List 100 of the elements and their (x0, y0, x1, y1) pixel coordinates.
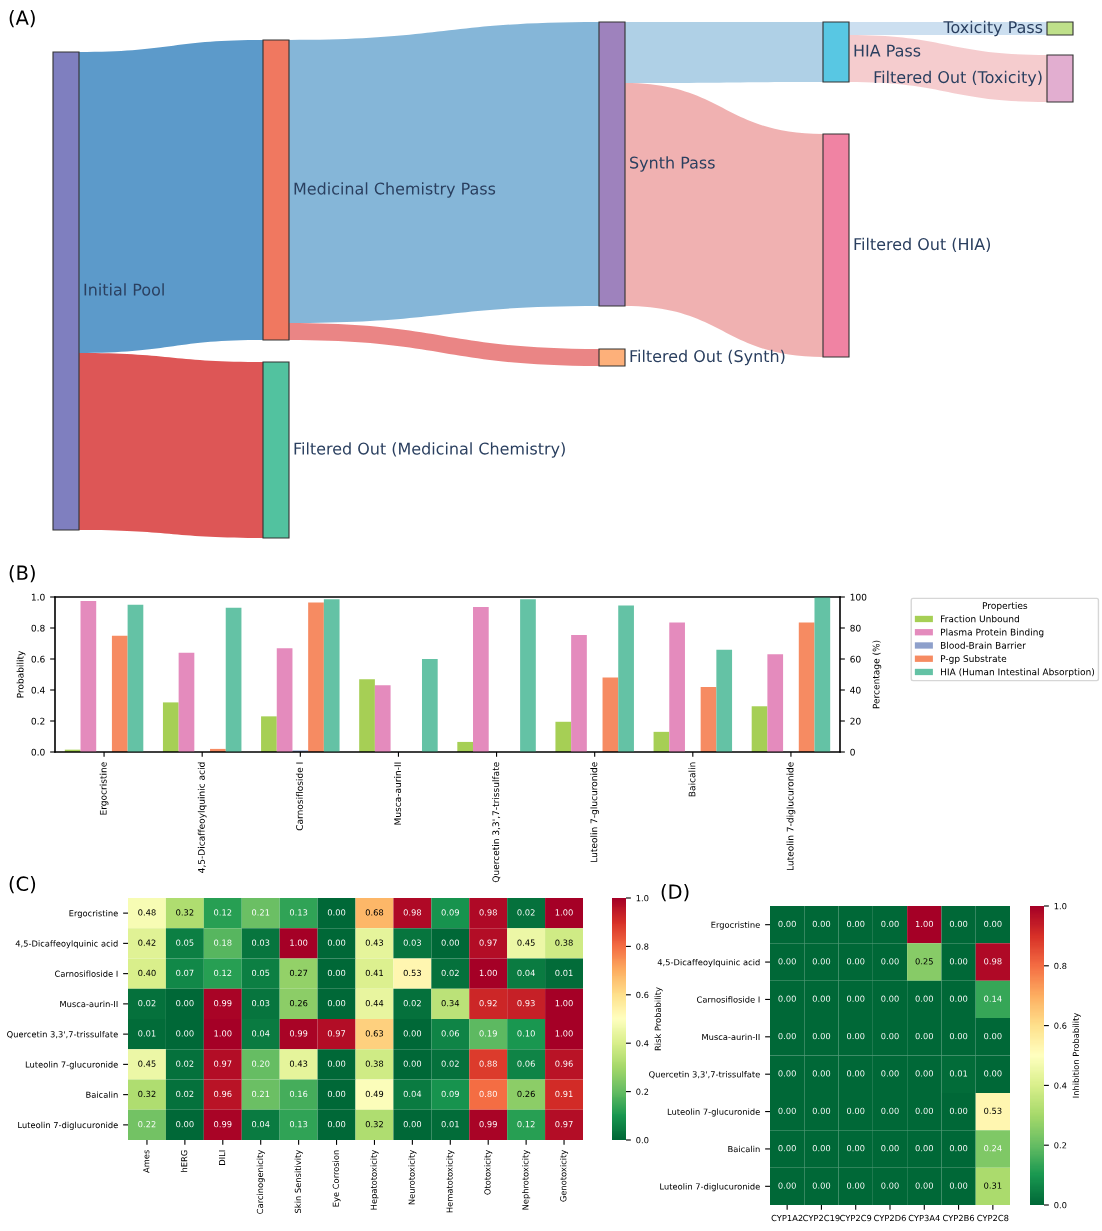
data-label: 0.68 (365, 909, 384, 916)
data-label: 0.41 (365, 969, 383, 977)
data-label: 0.01 (555, 969, 573, 977)
data-label: 0.99 (214, 999, 232, 1007)
y-tick-label: 0.0 (31, 748, 45, 756)
data-label: 0.06 (517, 1060, 535, 1067)
y-tick-label: Carnosifloside I (54, 970, 118, 977)
data-label: 0.00 (846, 1182, 865, 1189)
data-label: 0.21 (251, 1090, 270, 1098)
category-label: Initial Pool (84, 283, 164, 296)
data-label: 0.01 (441, 1120, 459, 1128)
data-label: 0.91 (555, 1090, 573, 1098)
data-label: 0.96 (214, 1090, 232, 1098)
x-tick-label: Skin Sensitivity (294, 1149, 303, 1213)
data-label: 0.43 (289, 1060, 308, 1067)
x-tick-label: Nephrotoxicity (522, 1149, 531, 1210)
data-label: 0.00 (778, 1145, 796, 1152)
x-tick-label: Carnosifloside I (295, 762, 303, 831)
y-tick-label: Luteolin 7-glucuronide (667, 1108, 760, 1117)
data-label: 0.02 (176, 1060, 194, 1067)
data-label: 1.00 (915, 920, 934, 928)
category-label: Medicinal Chemistry Pass (294, 182, 496, 198)
data-label: 0.00 (915, 995, 934, 1002)
data-label: 0.00 (949, 958, 968, 965)
data-label: 0.32 (138, 1090, 156, 1098)
data-label: 0.00 (846, 1070, 865, 1077)
x-tick-label: CYP2D6 (874, 1214, 906, 1222)
data-label: 0.00 (327, 1120, 346, 1128)
data-label: 0.00 (984, 920, 1002, 928)
y2-tick-label: 100 (850, 593, 867, 601)
data-label: 0.00 (949, 920, 968, 928)
color-bar-label: 1.0 (636, 894, 649, 902)
data-label: 0.00 (812, 920, 831, 928)
data-label: 0.05 (251, 969, 270, 977)
color-bar-label: 0.2 (636, 1088, 649, 1095)
y-tick-label: Musca-aurin-II (60, 1000, 118, 1008)
x-tick-label: Hepatotoxicity (370, 1149, 379, 1210)
data-label: 0.00 (812, 1032, 831, 1040)
y2-tick-label: 80 (850, 624, 861, 632)
color-bar-label: 0.4 (1054, 1082, 1067, 1089)
y-tick-label: Baicalin (86, 1091, 118, 1098)
data-label: 0.98 (403, 909, 422, 916)
y-tick-label: 4,5-Dicaffeoylquinic acid (15, 940, 118, 949)
data-label: 0.12 (517, 1120, 535, 1128)
data-label: 0.19 (479, 1030, 497, 1037)
x-tick-label: CYP3A4 (908, 1214, 940, 1222)
data-label: 0.03 (251, 999, 270, 1007)
category-label: Filtered Out (Medicinal Chemistry) (294, 442, 565, 458)
data-label: 0.00 (327, 1060, 346, 1067)
data-label: 1.00 (555, 909, 573, 916)
data-label: 0.53 (984, 1107, 1002, 1114)
data-label: 0.49 (365, 1090, 384, 1098)
color-bar-label: 0.4 (636, 1040, 649, 1047)
y-tick-label: 0.6 (31, 655, 45, 663)
x-tick-label: Quercetin 3,3',7-trissulfate (492, 762, 501, 883)
x-tick-label: Ototoxicity (484, 1149, 493, 1195)
color-bar-label: 0.2 (1054, 1142, 1067, 1149)
data-label: 0.00 (846, 995, 865, 1002)
data-label: 0.00 (778, 1182, 796, 1189)
y-tick-label: Luteolin 7-glucuronide (25, 1061, 118, 1070)
data-label: 0.00 (403, 1120, 422, 1128)
data-label: 0.09 (441, 1090, 459, 1098)
legend-label: P-gp Substrate (941, 655, 1007, 664)
color-bar-label: 0.0 (1054, 1201, 1067, 1209)
data-label: 0.45 (517, 939, 535, 946)
data-label: 0.00 (812, 1107, 831, 1114)
data-label: 0.00 (327, 1090, 346, 1098)
y2-axis-title: Percentage (%) (872, 640, 882, 709)
x-tick-label: Hematotoxicity (446, 1149, 455, 1213)
x-tick-label: Musca-aurin-II (394, 762, 402, 825)
data-label: 0.88 (479, 1060, 497, 1067)
x-tick-label: 4,5-Dicaffeoylquinic acid (197, 762, 207, 873)
data-label: 0.00 (915, 1032, 934, 1040)
data-label: 0.00 (881, 995, 899, 1002)
data-label: 0.07 (176, 969, 194, 977)
data-label: 0.10 (517, 1030, 535, 1037)
y-tick-label: 0.2 (31, 717, 45, 725)
y-tick-label: 1.0 (31, 593, 45, 601)
y2-tick-label: 0 (850, 748, 855, 756)
data-label: 0.13 (289, 909, 308, 916)
color-bar-label: 0.6 (636, 991, 649, 999)
legend-label: Blood-Brain Barrier (941, 641, 1026, 649)
data-label: 0.42 (138, 939, 156, 946)
data-label: 0.00 (778, 1107, 796, 1114)
color-bar-label: 0.8 (636, 943, 649, 950)
data-label: 0.00 (846, 958, 865, 965)
data-label: 0.32 (176, 909, 194, 916)
data-label: 0.00 (327, 939, 346, 946)
data-label: 0.00 (881, 1107, 899, 1114)
data-label: 0.00 (778, 958, 796, 965)
data-label: 0.02 (517, 909, 535, 916)
data-label: 0.06 (441, 1030, 460, 1037)
data-label: 0.97 (214, 1060, 232, 1067)
data-label: 1.00 (290, 939, 308, 946)
data-label: 0.00 (403, 1030, 422, 1037)
data-label: 0.00 (812, 995, 831, 1002)
data-label: 0.53 (403, 969, 421, 977)
category-label: Filtered Out (Toxicity) (874, 70, 1042, 87)
data-label: 0.26 (289, 999, 308, 1007)
x-tick-label: Eye Corrosion (332, 1150, 341, 1207)
